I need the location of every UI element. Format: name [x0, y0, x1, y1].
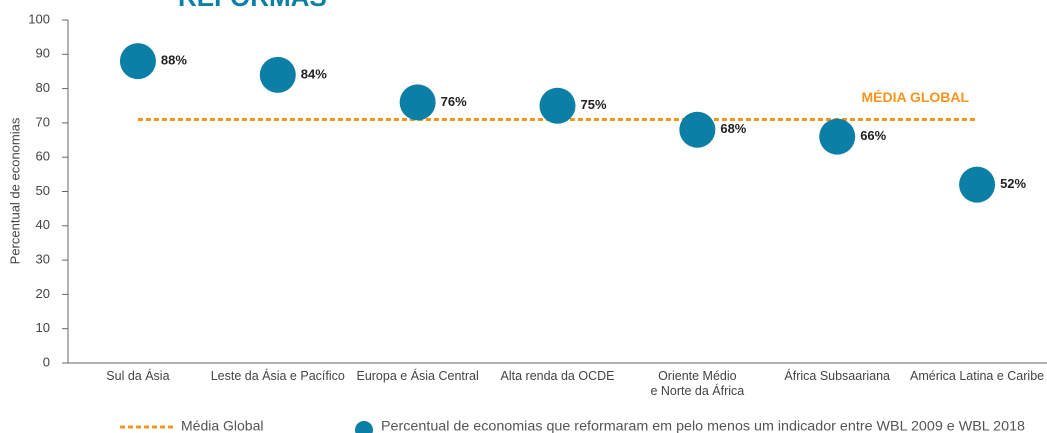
dot	[119, 43, 156, 80]
y-tick-label: 20	[36, 286, 50, 301]
x-tick-label: Leste da Ásia e Pacífico	[210, 369, 345, 383]
y-tick-label: 10	[36, 320, 50, 335]
dot	[959, 166, 996, 203]
y-tick-label: 80	[36, 80, 50, 95]
chart-title: REFORMAS	[178, 0, 327, 12]
dot	[259, 56, 296, 93]
x-tick-label: Alta renda da OCDE	[500, 369, 615, 383]
y-tick-label: 100	[28, 11, 50, 26]
data-label: 75%	[581, 97, 607, 112]
x-tick-label: Europa e Ásia Central	[356, 369, 479, 383]
average-label: MÉDIA GLOBAL	[861, 89, 969, 105]
y-tick-label: 30	[36, 252, 50, 267]
x-tick-label: Oriente Médio e Norte da África	[650, 369, 745, 398]
y-axis-label: Percentual de economias	[7, 117, 22, 264]
y-tick-label: 90	[36, 46, 50, 61]
x-tick-label: América Latina e Caribe	[910, 369, 1045, 383]
y-tick-label: 70	[36, 114, 50, 129]
data-label: 68%	[720, 121, 746, 136]
legend-series-label: Percentual de economias que reformaram e…	[381, 418, 1025, 433]
y-tick-label: 60	[36, 149, 50, 164]
data-label: 76%	[441, 94, 467, 109]
x-tick-label: Sul da Ásia	[106, 369, 170, 383]
x-tick-label: África Subsaariana	[784, 369, 891, 383]
y-tick-label: 40	[36, 217, 50, 232]
data-label: 84%	[301, 66, 327, 81]
dot	[679, 111, 716, 148]
data-label: 66%	[860, 128, 886, 143]
data-label: 88%	[161, 53, 187, 68]
y-tick-label: 50	[36, 183, 50, 198]
legend-dot-swatch	[355, 421, 373, 433]
legend-average-label: Média Global	[181, 418, 264, 433]
y-tick-label: 0	[43, 354, 50, 369]
dot	[539, 87, 576, 124]
dot	[819, 118, 856, 155]
data-label: 52%	[1000, 176, 1026, 191]
dot	[399, 84, 436, 121]
